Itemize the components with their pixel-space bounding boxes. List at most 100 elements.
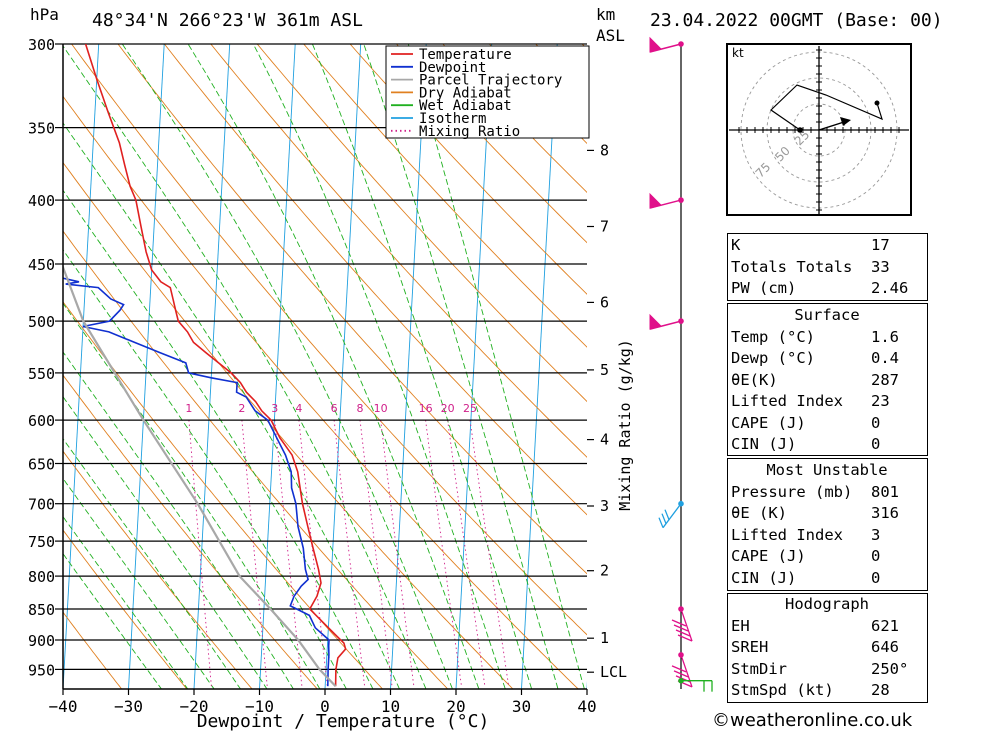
stat-label: Pressure (mb): [731, 482, 853, 501]
stat-label: EH: [731, 616, 750, 635]
x-tick-label: −20: [180, 697, 209, 716]
dry-adiabat-line: [71, 44, 587, 636]
stat-label: Lifted Index: [731, 392, 843, 410]
isotherm-line: [63, 44, 100, 689]
mixing-ratio-line: [359, 420, 393, 687]
stat-row: CIN (J) 0: [727, 568, 927, 590]
stat-row: Lifted Index 23: [727, 391, 927, 413]
stat-value: 3: [871, 525, 881, 544]
isotherm-line: [259, 44, 296, 689]
x-tick-label: 40: [577, 697, 596, 716]
wind-barb-tick: [671, 665, 687, 673]
height-tick-label: 8: [600, 141, 609, 159]
dry-adiabat-line: [63, 230, 449, 689]
stat-label: CAPE (J): [731, 413, 806, 432]
mixing-ratio-label: 25: [463, 402, 477, 415]
isotherm-line: [193, 44, 231, 689]
stat-label: Temp (°C): [731, 327, 815, 346]
stat-value: 2.46: [871, 279, 909, 297]
height-tick-label: LCL: [600, 663, 627, 681]
mixing-ratio-label: 4: [295, 402, 302, 415]
stat-row: CAPE (J) 0: [727, 413, 927, 435]
x-tick-label: 30: [512, 697, 531, 716]
stat-row: K 17: [727, 235, 927, 257]
height-tick-label: 5: [600, 361, 609, 379]
stat-label: K: [731, 236, 741, 254]
credit-link[interactable]: ©weatheronline.co.uk: [712, 710, 913, 731]
stat-value: 0.4: [871, 349, 899, 367]
stat-value: 621: [871, 616, 899, 635]
wind-barb-shaft: [680, 654, 693, 688]
mixing-ratio-line: [447, 420, 486, 687]
pressure-tick-label: 550: [28, 365, 55, 383]
dry-adiabat-line: [63, 529, 188, 689]
stat-label: PW (cm): [731, 279, 797, 297]
stat-value: 0: [871, 568, 881, 587]
stat-value: 33: [871, 257, 890, 276]
stat-value: 0: [871, 547, 881, 565]
wind-barb-shaft: [662, 503, 682, 529]
legend-box: [385, 45, 590, 139]
stat-value: 1.6: [871, 327, 899, 346]
pressure-tick-label: 450: [28, 256, 55, 274]
pressure-tick-label: 500: [28, 313, 55, 331]
stat-row: θE(K) 287: [727, 370, 927, 392]
wind-barb-tick: [673, 670, 689, 678]
wind-level-dot: [678, 318, 684, 324]
stat-row: PW (cm) 2.46: [727, 278, 927, 300]
surface-table: Surface Temp (°C) 1.6 Dewp (°C) 0.4 θE(K) 287 L…: [727, 305, 927, 456]
dry-adiabat-line: [63, 95, 579, 689]
stat-label: StmSpd (kt): [731, 681, 834, 699]
dry-adiabat-line: [164, 44, 587, 516]
mixing-ratio-line: [274, 420, 303, 687]
hodograph-end-dot: [874, 100, 880, 106]
dry-adiabat-line: [63, 374, 318, 689]
stat-value: 28: [871, 681, 890, 699]
stat-row: Pressure (mb) 801: [727, 482, 927, 504]
legend-entry: Mixing Ratio: [419, 124, 520, 140]
mixing-ratio-line: [241, 420, 268, 687]
wet-adiabat-line: [63, 515, 189, 689]
indices-box: [727, 233, 928, 301]
wind-barb-flag: [649, 36, 662, 53]
skew-t-chart: 1 2 3 4 6 8 10 16 20 25 TemperatureDewpointParcel…: [28, 36, 634, 732]
stat-row: CIN (J) 0: [727, 434, 927, 456]
km-unit-label: km: [596, 5, 616, 24]
wind-level-dot: [678, 652, 684, 658]
storm-motion-arrowhead: [840, 117, 851, 126]
wet-adiabat-line: [63, 477, 215, 689]
x-tick-label: −10: [245, 697, 274, 716]
isotherm-line: [390, 44, 427, 689]
wet-adiabat-line: [407, 44, 585, 689]
wind-barb-tick: [673, 624, 689, 632]
pressure-tick-label: 800: [28, 568, 55, 586]
stat-row: CAPE (J) 0: [727, 546, 927, 568]
stat-row: StmDir 250°: [727, 659, 927, 681]
wind-barb-flag: [649, 192, 662, 209]
wet-adiabat-line: [187, 44, 480, 689]
hodograph-unit: kt: [732, 46, 744, 60]
legend-entry: Temperature: [419, 47, 512, 63]
series-dewpoint: [63, 277, 330, 687]
stat-row: Totals Totals 33: [727, 257, 927, 279]
mixing-ratio-axis-label: Mixing Ratio (g/kg): [616, 339, 634, 511]
legend-entry: Dewpoint: [419, 60, 486, 76]
x-tick-label: −30: [114, 697, 143, 716]
isotherm-line: [128, 44, 165, 689]
legend-entry: Parcel Trajectory: [419, 73, 562, 89]
height-tick-label: 7: [600, 218, 609, 236]
stat-value: 316: [871, 504, 899, 522]
mixing-ratio-label: 16: [419, 402, 433, 415]
pressure-tick-label: 700: [28, 496, 55, 514]
pressure-tick-label: 850: [28, 601, 55, 619]
mixing-ratio-label: 20: [441, 402, 455, 415]
x-tick-label: 20: [446, 697, 465, 716]
pressure-tick-label: 600: [28, 412, 55, 430]
mixing-ratio-label: 10: [374, 402, 388, 415]
mixing-ratio-line: [188, 420, 212, 687]
surface-title: Surface: [794, 306, 860, 324]
mixing-ratio-label: 8: [357, 402, 364, 415]
height-tick-label: 3: [600, 497, 609, 515]
